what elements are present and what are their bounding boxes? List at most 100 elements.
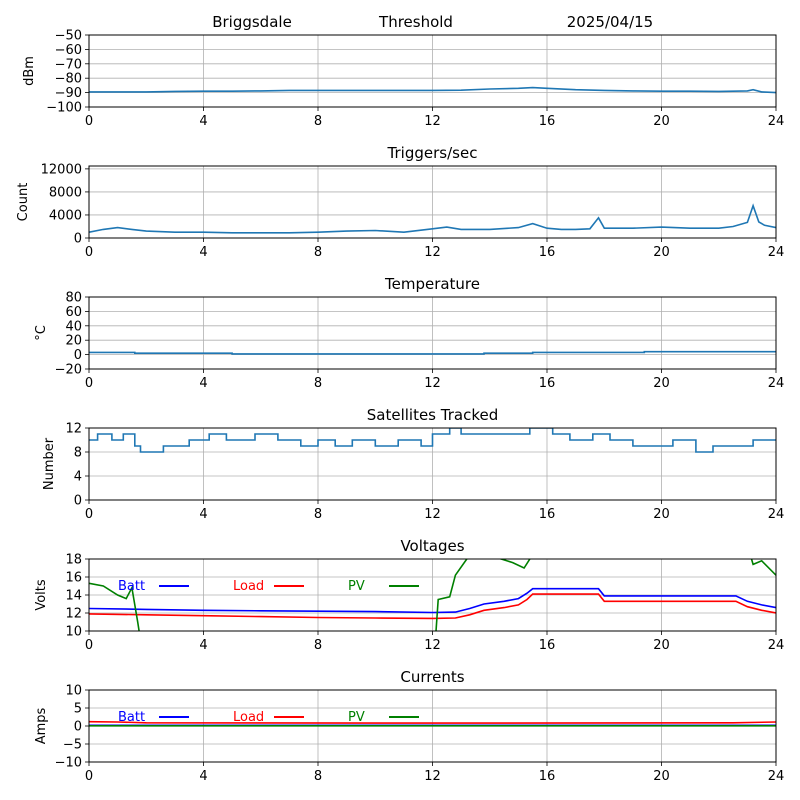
y-tick-label: 14 xyxy=(65,589,82,604)
y-tick-label: −90 xyxy=(55,86,82,101)
x-tick-label: 20 xyxy=(653,114,670,129)
y-axis-label: Volts xyxy=(34,579,49,611)
y-tick-label: 10 xyxy=(65,684,82,699)
x-tick-label: 16 xyxy=(539,638,556,653)
y-tick-label: −20 xyxy=(55,363,82,378)
y-tick-label: −5 xyxy=(63,738,82,753)
y-tick-label: 12 xyxy=(65,422,82,437)
y-tick-label: 0 xyxy=(74,232,82,247)
x-tick-label: 24 xyxy=(768,638,785,653)
legend-label-pv: PV xyxy=(348,710,365,725)
x-tick-label: 20 xyxy=(653,376,670,391)
y-tick-label: 4000 xyxy=(49,208,82,223)
series-line-load xyxy=(89,593,776,620)
x-tick-label: 8 xyxy=(314,114,322,129)
y-axis-label: Amps xyxy=(34,707,49,744)
x-tick-label: 8 xyxy=(314,507,322,522)
header-station: Briggsdale xyxy=(212,13,292,31)
x-tick-label: 20 xyxy=(653,638,670,653)
series-line-load xyxy=(89,720,776,724)
y-tick-label: −50 xyxy=(55,29,82,44)
y-tick-label: −80 xyxy=(55,72,82,87)
header-date: 2025/04/15 xyxy=(567,13,653,31)
subplot-1: 0 4 8 12 16 20 24 −100−90−80−70−60−50 dBm xyxy=(22,29,784,130)
y-tick-label: 80 xyxy=(65,291,82,306)
x-tick-label: 0 xyxy=(85,376,93,391)
x-tick-label: 0 xyxy=(85,769,93,784)
y-tick-label: 40 xyxy=(65,319,82,334)
series-line-pv xyxy=(89,559,776,631)
x-tick-label: 24 xyxy=(768,245,785,260)
x-tick-label: 0 xyxy=(85,114,93,129)
x-tick-label: 20 xyxy=(653,507,670,522)
series-line-1 xyxy=(89,428,776,453)
x-tick-label: 0 xyxy=(85,245,93,260)
y-tick-label: 8000 xyxy=(49,185,82,200)
x-tick-label: 12 xyxy=(424,507,441,522)
subplot-title: Satellites Tracked xyxy=(367,406,498,424)
x-tick-label: 0 xyxy=(85,638,93,653)
y-tick-label: 8 xyxy=(74,446,82,461)
y-tick-label: 20 xyxy=(65,334,82,349)
subplot-title: Voltages xyxy=(400,537,464,555)
y-axis-label: dBm xyxy=(22,56,37,86)
y-tick-label: 60 xyxy=(65,305,82,320)
y-tick-label: 5 xyxy=(74,702,82,717)
legend-label-batt: Batt xyxy=(118,710,145,725)
x-tick-label: 20 xyxy=(653,769,670,784)
y-tick-label: 0 xyxy=(74,494,82,509)
x-tick-label: 8 xyxy=(314,245,322,260)
x-tick-label: 16 xyxy=(539,114,556,129)
y-tick-label: 12 xyxy=(65,607,82,622)
x-tick-label: 4 xyxy=(199,769,207,784)
subplot-title: Triggers/sec xyxy=(387,144,478,162)
x-tick-label: 16 xyxy=(539,245,556,260)
series-line-1 xyxy=(89,203,776,234)
y-tick-label: 12000 xyxy=(41,162,82,177)
y-tick-label: 16 xyxy=(65,571,82,586)
series-line-batt xyxy=(89,587,776,614)
x-tick-label: 8 xyxy=(314,638,322,653)
header-label: Threshold xyxy=(378,13,453,31)
subplot-2: 0 4 8 12 16 20 24 0 4000 8000 12000 Triggers/sec Cou… xyxy=(16,144,784,260)
subplot-title: Temperature xyxy=(384,275,480,293)
x-tick-label: 0 xyxy=(85,507,93,522)
y-axis-label: Number xyxy=(42,437,57,490)
x-tick-label: 24 xyxy=(768,114,785,129)
series-line-1 xyxy=(89,350,776,355)
x-tick-label: 12 xyxy=(424,245,441,260)
y-axis-label: Count xyxy=(16,183,31,222)
legend-label-batt: Batt xyxy=(118,579,145,594)
x-tick-label: 8 xyxy=(314,376,322,391)
x-tick-label: 16 xyxy=(539,507,556,522)
x-tick-label: 12 xyxy=(424,114,441,129)
y-tick-label: −60 xyxy=(55,43,82,58)
y-tick-label: −10 xyxy=(55,756,82,771)
y-tick-label: 0 xyxy=(74,720,82,735)
y-axis-label: °C xyxy=(34,325,49,341)
legend-label-load: Load xyxy=(233,710,264,725)
x-tick-label: 24 xyxy=(768,769,785,784)
series-line-1 xyxy=(89,86,776,94)
x-tick-label: 12 xyxy=(424,376,441,391)
legend-label-pv: PV xyxy=(348,579,365,594)
x-tick-label: 16 xyxy=(539,376,556,391)
x-tick-label: 16 xyxy=(539,769,556,784)
y-tick-label: −100 xyxy=(46,101,82,116)
y-tick-label: −70 xyxy=(55,57,82,72)
x-tick-label: 20 xyxy=(653,245,670,260)
x-tick-label: 8 xyxy=(314,769,322,784)
x-tick-label: 4 xyxy=(199,638,207,653)
x-tick-label: 24 xyxy=(768,507,785,522)
subplot-5: 0 4 8 12 16 20 24 10 12 14 16 18 Voltages Volts Batt Lo… xyxy=(34,537,784,653)
subplot-6: 0 4 8 12 16 20 24 −10 −5 0 5 10 Currents Amps Batt Load… xyxy=(34,668,784,784)
legend-label-load: Load xyxy=(233,579,264,594)
y-tick-label: 18 xyxy=(65,553,82,568)
x-tick-label: 12 xyxy=(424,638,441,653)
subplot-4: 0 4 8 12 16 20 24 0 4 8 12 Satellites Tracked Number xyxy=(42,406,784,522)
x-tick-label: 4 xyxy=(199,376,207,391)
